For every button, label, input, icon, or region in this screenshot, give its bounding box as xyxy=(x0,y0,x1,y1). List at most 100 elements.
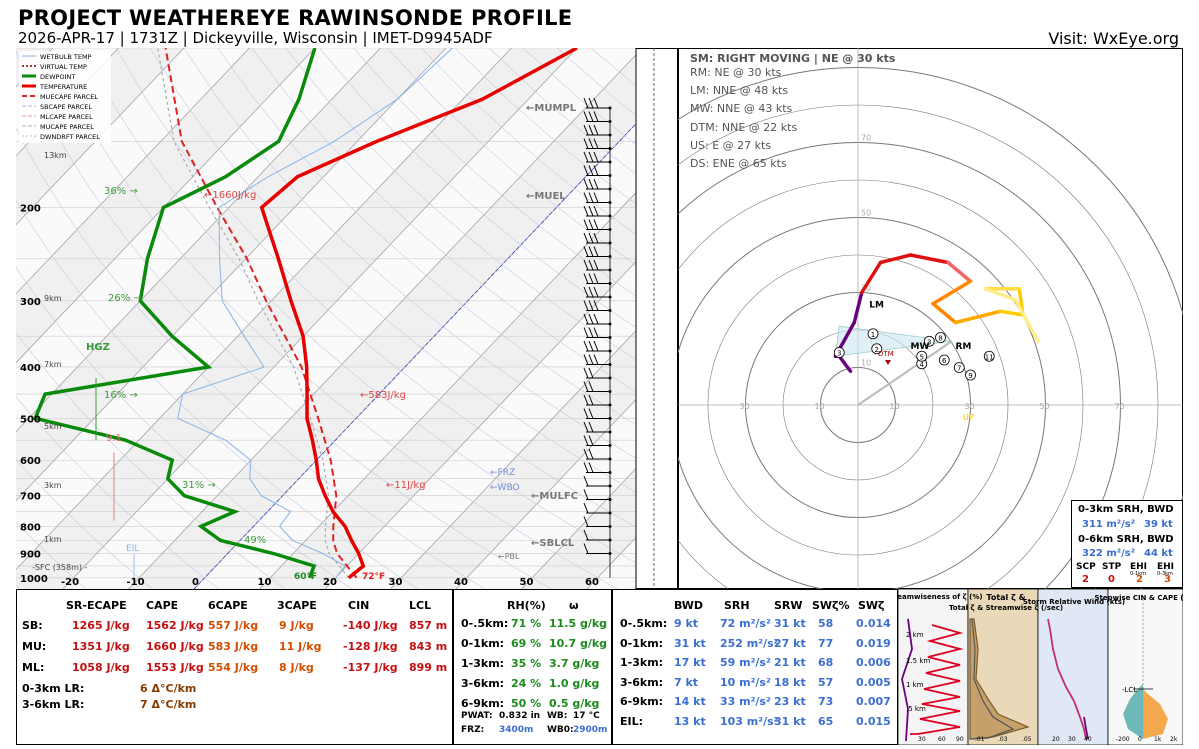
temp-label-30: 30 xyxy=(389,577,403,588)
wind-barb-feather xyxy=(583,475,589,487)
hdr-swz: SWζ xyxy=(858,599,885,612)
wind-barb xyxy=(583,300,612,312)
mini4-tick-1k: 1k xyxy=(1154,736,1162,743)
wind-barb-dot xyxy=(608,444,612,447)
motion-mw: MW: NNE @ 43 kts xyxy=(690,102,793,115)
hodo-km-marker: 11 xyxy=(983,350,995,362)
lr36-label: 3-6km LR: xyxy=(22,698,85,711)
wind-barb xyxy=(583,205,612,218)
wind-barb-dot xyxy=(608,538,612,542)
hdr-cin: CIN xyxy=(348,599,370,612)
wbo-value: 2900m xyxy=(573,725,608,735)
wind-barb xyxy=(583,138,612,150)
hodo-km-marker: 6 xyxy=(938,354,950,366)
pressure-label-1000: 1000 xyxy=(20,574,48,585)
rh-val-2: 35 % xyxy=(511,657,542,670)
wind-barb-feather xyxy=(583,219,589,230)
wind-barb-feather xyxy=(588,313,594,325)
parcel-table: SR-ECAPE CAPE 6CAPE 3CAPE CIN LCL SB: 12… xyxy=(16,589,453,745)
wind-barb-dot xyxy=(608,255,612,258)
row-mu-label: MU: xyxy=(22,640,47,653)
wind-barb-feather xyxy=(583,286,589,298)
wind-barb xyxy=(583,354,612,366)
hodo-km-label: 1 xyxy=(871,331,875,339)
shear-val-1-3: 77 xyxy=(818,636,834,650)
ml-6cape: 554 J/kg xyxy=(208,661,259,674)
ml-3cape: 8 J/kg xyxy=(279,661,314,674)
wind-barb-feather xyxy=(593,273,599,284)
height-sfc: -SFC (358m) - xyxy=(32,563,88,572)
visit-link[interactable]: Visit: WxEye.org xyxy=(1048,29,1179,48)
shear-val-2-0: 17 kt xyxy=(674,656,706,669)
hodo-km-circle xyxy=(953,362,965,373)
mini2-tick-01: .01 xyxy=(975,736,985,743)
mini1-tick-60: 60 xyxy=(938,736,946,743)
hodo-km-circle xyxy=(833,347,845,358)
rh-val-4: 50 % xyxy=(511,697,542,710)
wind-barb-feather xyxy=(593,300,599,311)
mini2-title: Total ζ & Streamwise ζ (/sec) xyxy=(949,604,1063,612)
wind-barb-dot xyxy=(608,147,612,150)
mini1-tick-90: 90 xyxy=(956,736,964,743)
shear-val-3-1: 10 m²/s² xyxy=(720,675,771,689)
wind-barb-dot xyxy=(608,552,612,555)
wind-barb-dot xyxy=(608,349,612,353)
wind-barb-feather xyxy=(593,354,599,365)
hodo-ring-label-e-50: 50 xyxy=(1040,402,1050,411)
height-1km: 1km xyxy=(44,535,62,544)
shear-val-0-2: 31 kt xyxy=(774,617,806,630)
wind-barb xyxy=(583,381,612,393)
wind-barb-feather xyxy=(588,354,594,365)
dry-adiabat xyxy=(16,332,286,589)
wind-barb-feather xyxy=(593,286,599,298)
freezing-isotherm xyxy=(193,123,636,589)
cape-583-label: ←583J/kg xyxy=(360,390,406,401)
rh-table-box xyxy=(453,589,612,745)
rh-36-label: 36% → xyxy=(104,186,138,197)
frz-label: FRZ: xyxy=(461,725,485,735)
shear-val-4-1: 33 m²/s² xyxy=(720,695,771,708)
wind-barb-feather xyxy=(583,205,589,217)
mu-cin: -128 J/kg xyxy=(343,640,398,653)
parcel-table-box xyxy=(16,589,453,745)
frz-label: ←FRZ xyxy=(490,468,515,478)
wind-barb xyxy=(583,462,612,474)
wind-barb-feather xyxy=(588,300,594,311)
row-ml-label: ML: xyxy=(22,661,45,674)
mu-srecape: 1351 J/kg xyxy=(72,640,130,653)
ehi3-value: 3 xyxy=(1164,574,1171,585)
skewt-legend: WETBULB TEMP VIRTUAL TEMP DEWPOINT TEMPERAT… xyxy=(19,51,111,143)
mini1-purple-line xyxy=(901,618,913,742)
shear-val-1-2: 27 kt xyxy=(774,636,806,650)
wind-barb-feather xyxy=(583,192,589,203)
rh-table: RH(%) ω 0-.5km: 71 % 11.5 g/kg 0-1km: 69… xyxy=(453,589,612,745)
hdr-omega: ω xyxy=(569,599,579,612)
wbo-label: WB0: xyxy=(547,725,574,735)
hodo-km-circle xyxy=(867,328,879,340)
temp-label-20: 20 xyxy=(323,577,337,588)
wind-barb-feather xyxy=(593,246,599,257)
stp-value: 0 xyxy=(1108,574,1115,585)
shear-layer-4: 6-9km: xyxy=(620,695,664,708)
hodo-point-dtm: DTM xyxy=(878,350,894,358)
wind-barb-dot xyxy=(608,106,612,110)
motion-lm: LM: NNE @ 48 kts xyxy=(690,84,788,97)
rh-26-label: 26% → xyxy=(108,293,142,304)
hodo-segment xyxy=(878,253,913,265)
shear-layer-0: 0-.5km: xyxy=(620,617,668,630)
hodo-km-label: 8 xyxy=(938,335,942,343)
hodo-segment xyxy=(983,287,1018,302)
isotherm-line xyxy=(16,48,316,364)
hodo-ring-60 xyxy=(678,179,1084,589)
shear-val-0-0: 9 kt xyxy=(674,617,699,630)
mini3-tick-30: 30 xyxy=(1068,736,1076,743)
hodo-km-marker: 7 xyxy=(953,362,965,373)
frz-value: 3400m xyxy=(499,725,534,735)
wind-barb-dot xyxy=(608,309,612,312)
wind-barb xyxy=(583,502,612,515)
temp-label-60: 60 xyxy=(585,577,599,588)
wind-barb-feather xyxy=(583,259,589,271)
ehi3-label: EHI xyxy=(1157,562,1175,572)
hodo-segment xyxy=(946,260,973,283)
mini2-title-1: Total ζ & xyxy=(986,593,1025,602)
